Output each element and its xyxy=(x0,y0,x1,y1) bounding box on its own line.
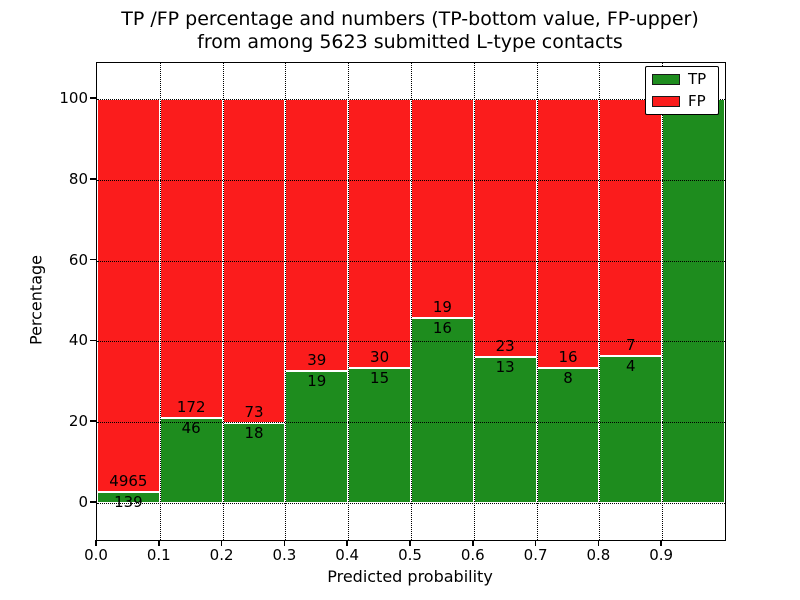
x-tick-label: 0.1 xyxy=(146,546,171,564)
bar-count-label-tp: 4 xyxy=(626,357,636,376)
legend-label-tp: TP xyxy=(688,70,707,88)
bar-count-label-fp: 30 xyxy=(370,348,390,367)
bar-count-label-fp: 39 xyxy=(307,350,327,369)
bar-segment-fp xyxy=(536,99,600,369)
y-tick-mark xyxy=(90,97,96,99)
x-tick-label: 0.3 xyxy=(272,546,297,564)
x-tick-label: 0.9 xyxy=(649,546,674,564)
bar-count-label-tp: 15 xyxy=(370,369,390,388)
bar-count-label-tp: 18 xyxy=(244,424,264,443)
plot-area: 49651391724673183919301519162313168741 xyxy=(96,62,726,541)
bar-count-label-fp: 73 xyxy=(244,403,264,422)
gridline-vertical xyxy=(411,63,412,540)
gridline-vertical xyxy=(473,63,475,540)
x-tick-label: 0.0 xyxy=(84,546,108,564)
bar-count-label-tp: 46 xyxy=(181,418,201,437)
y-tick-mark xyxy=(90,258,96,261)
x-tick-mark xyxy=(346,540,348,546)
bar-count-label-fp: 23 xyxy=(495,337,515,356)
bar-count-label-tp: 16 xyxy=(432,319,452,338)
bar-count-label-fp: 19 xyxy=(432,298,452,317)
x-tick-mark xyxy=(660,540,662,546)
y-tick-mark xyxy=(90,420,96,422)
legend-item-fp: FP xyxy=(652,94,712,109)
legend-label-fp: FP xyxy=(688,92,706,110)
bar-segment-tp xyxy=(285,370,349,503)
bar-segment-fp xyxy=(348,99,411,369)
y-tick-mark xyxy=(90,339,96,342)
y-tick-mark xyxy=(90,178,96,180)
bar-count-label-tp: 8 xyxy=(563,369,573,388)
bar-count-label-fp: 172 xyxy=(176,397,206,416)
x-tick-label: 0.7 xyxy=(523,546,548,564)
gridline-vertical xyxy=(536,63,538,540)
bar-segment-tp xyxy=(662,99,725,503)
x-tick-mark xyxy=(220,540,223,546)
legend-item-tp: TP xyxy=(652,72,712,87)
bar-segment-tp xyxy=(473,357,537,503)
y-tick-label: 20 xyxy=(68,412,88,431)
bar-segment-fp xyxy=(159,99,223,418)
bar-segment-fp xyxy=(473,99,537,358)
x-tick-mark xyxy=(95,540,97,546)
bar-count-label-fp: 4965 xyxy=(109,471,148,490)
bar-segment-tp xyxy=(159,417,223,503)
y-tick-label: 60 xyxy=(68,250,88,269)
bar-segment-tp xyxy=(599,356,663,503)
gridline-vertical xyxy=(348,63,350,540)
bar-segment-tp xyxy=(348,368,411,503)
gridline-vertical xyxy=(222,63,224,540)
x-tick-label: 0.8 xyxy=(586,546,611,564)
bar-segment-fp xyxy=(285,99,349,371)
bar-count-label-tp: 19 xyxy=(307,371,327,390)
bar-count-label-fp: 7 xyxy=(626,336,636,355)
gridline-vertical xyxy=(599,63,601,540)
gridline-vertical xyxy=(285,63,287,540)
bar-segment-fp xyxy=(599,99,663,357)
y-tick-label: 0 xyxy=(78,493,88,511)
gridline-vertical xyxy=(662,63,664,540)
x-tick-mark xyxy=(472,540,474,546)
y-tick-label: 100 xyxy=(59,89,88,107)
bar-segment-fp xyxy=(97,99,160,492)
y-tick-mark xyxy=(90,501,96,503)
x-axis-label: Predicted probability xyxy=(327,567,493,586)
bar-segment-tp xyxy=(222,423,286,503)
x-tick-label: 0.5 xyxy=(398,546,422,564)
y-tick-label: 80 xyxy=(68,169,88,188)
legend-swatch-tp xyxy=(652,74,680,85)
gridline-vertical xyxy=(159,63,161,540)
x-tick-mark xyxy=(283,540,286,546)
y-tick-label: 40 xyxy=(68,331,88,350)
x-tick-label: 0.4 xyxy=(335,546,360,564)
bar-count-label-tp: 139 xyxy=(114,492,143,511)
bar-segment-tp xyxy=(97,491,160,503)
x-tick-label: 0.6 xyxy=(460,546,485,564)
legend-box: TP FP xyxy=(645,66,719,115)
x-tick-mark xyxy=(534,540,537,546)
chart-title-line2: from among 5623 submitted L-type contact… xyxy=(197,31,623,53)
bar-segment-fp xyxy=(411,99,474,319)
x-tick-label: 0.2 xyxy=(209,546,234,564)
chart-title: TP /FP percentage and numbers (TP-bottom… xyxy=(96,8,724,54)
x-tick-mark xyxy=(158,540,160,546)
x-tick-mark xyxy=(597,540,600,546)
bar-segment-tp xyxy=(536,368,600,503)
bar-count-label-tp: 13 xyxy=(495,358,515,377)
bar-count-label-fp: 16 xyxy=(558,348,578,367)
legend-swatch-fp xyxy=(652,96,680,107)
bar-segment-tp xyxy=(411,318,474,503)
x-tick-mark xyxy=(409,540,411,546)
chart-title-line1: TP /FP percentage and numbers (TP-bottom… xyxy=(121,8,699,30)
